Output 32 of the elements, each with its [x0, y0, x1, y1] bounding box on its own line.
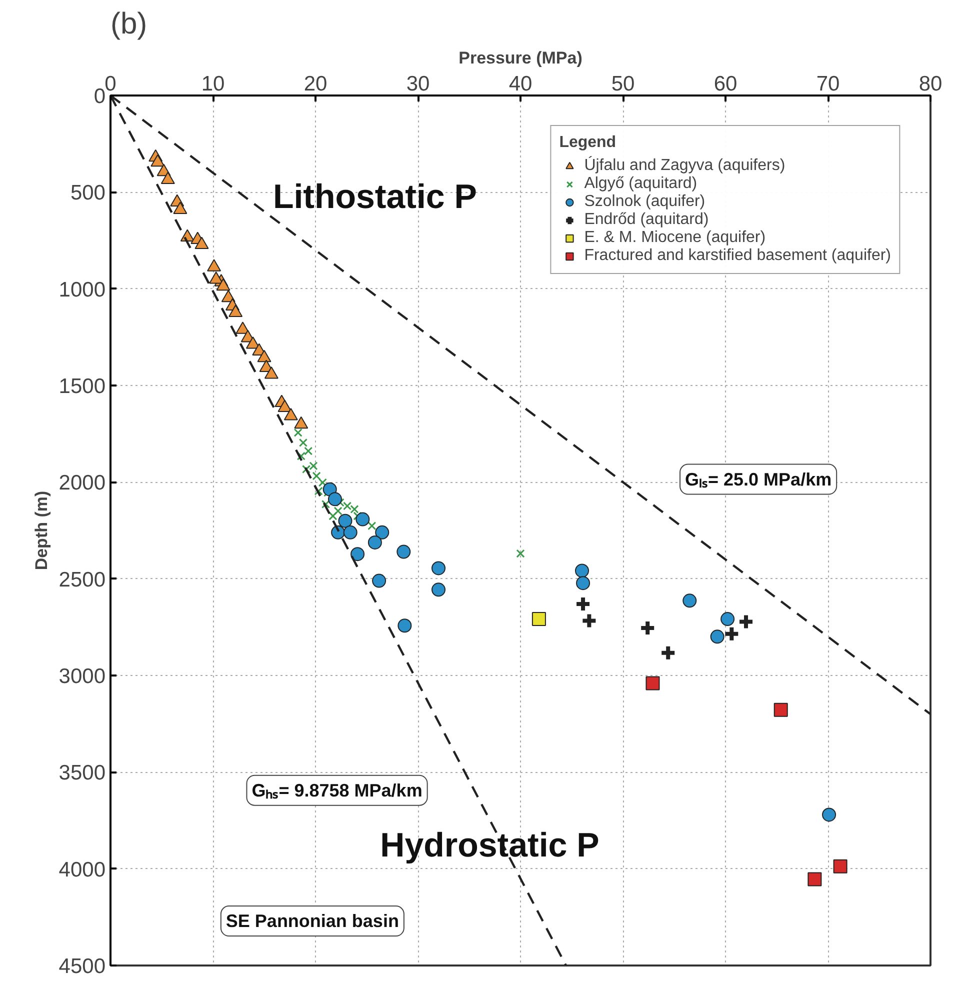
annotation: Gₕₛ= 9.8758 MPa/km [252, 780, 422, 800]
x-tick-label: 30 [406, 72, 430, 96]
x-axis-title: Pressure (MPa) [458, 48, 582, 68]
x-tick-label: 50 [611, 72, 635, 96]
legend-label: Szolnok (aquifer) [584, 193, 706, 211]
x-tick-label: 40 [508, 72, 532, 96]
y-tick-label: 4000 [58, 858, 106, 882]
y-tick-label: 3000 [58, 665, 106, 688]
chart-title: (b) [110, 8, 148, 40]
legend-label: E. & M. Miocene (aquifer) [584, 229, 766, 247]
x-tick-label: 60 [714, 72, 738, 96]
legend-label: Endrőd (aquitard) [584, 211, 709, 229]
annotation: SE Pannonian basin [226, 911, 399, 932]
x-tick-label: 20 [304, 72, 328, 96]
x-tick-label: 70 [816, 72, 840, 96]
annotation: Gₗₛ= 25.0 MPa/km [685, 469, 832, 490]
y-tick-label: 4500 [58, 955, 106, 978]
y-tick-label: 2500 [58, 568, 106, 592]
annotation: Lithostatic P [272, 178, 477, 216]
y-axis-title: Depth (m) [32, 490, 51, 570]
y-tick-label: 2000 [58, 472, 106, 495]
y-tick-label: 3500 [58, 762, 106, 785]
x-tick-label: 10 [201, 72, 225, 96]
y-tick-label: 1000 [58, 278, 106, 302]
y-tick-label: 1500 [58, 375, 106, 398]
x-tick-label: 80 [918, 72, 942, 96]
legend-label: Újfalu and Zagyva (aquifers) [584, 157, 786, 175]
legend-label: Algyő (aquitard) [584, 175, 698, 193]
y-tick-label: 500 [70, 182, 106, 205]
annotation: Hydrostatic P [380, 826, 600, 865]
legend-title: Legend [559, 134, 618, 152]
legend-label: Fractured and karstified basement (aquifer) [584, 247, 891, 265]
